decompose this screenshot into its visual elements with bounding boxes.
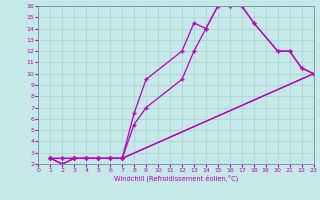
X-axis label: Windchill (Refroidissement éolien,°C): Windchill (Refroidissement éolien,°C) [114, 175, 238, 182]
